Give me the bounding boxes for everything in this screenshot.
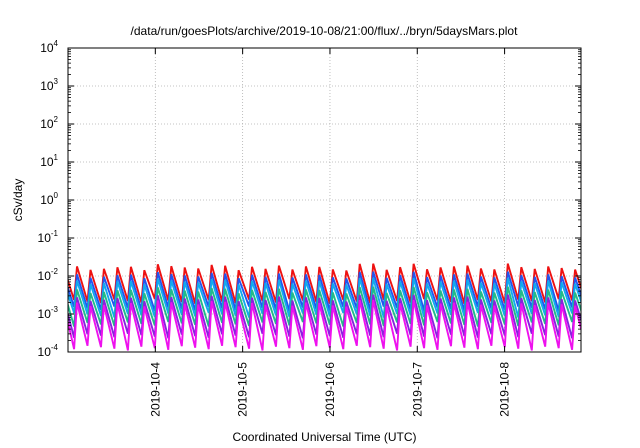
y-tick-label: 100 bbox=[40, 191, 58, 207]
axis-ticks: 10-4 10-3 10-2 10-1 100 101 102 103 104 2019-10-4… bbox=[38, 39, 581, 417]
y-tick-label: 10-1 bbox=[38, 229, 59, 245]
y-tick-label: 104 bbox=[40, 39, 58, 55]
x-axis-label: Coordinated Universal Time (UTC) bbox=[232, 430, 416, 444]
x-tick-label: 2019-10-4 bbox=[148, 362, 162, 417]
x-tick-label: 2019-10-8 bbox=[498, 362, 512, 417]
y-tick-label: 10-4 bbox=[38, 343, 59, 359]
series-line bbox=[68, 286, 581, 327]
y-tick-label: 10-2 bbox=[38, 267, 59, 283]
x-tick-label: 2019-10-5 bbox=[236, 362, 250, 417]
series-line bbox=[68, 294, 581, 339]
series-line bbox=[68, 263, 581, 304]
y-tick-label: 10-3 bbox=[38, 305, 59, 321]
series-layer bbox=[68, 263, 581, 351]
y-tick-label: 101 bbox=[40, 153, 58, 169]
x-tick-label: 2019-10-7 bbox=[410, 362, 424, 417]
y-tick-label: 103 bbox=[40, 77, 58, 93]
series-line bbox=[68, 299, 581, 351]
y-axis-label: cSv/day bbox=[11, 179, 25, 222]
x-tick-label: 2019-10-6 bbox=[323, 362, 337, 417]
series-line bbox=[68, 271, 581, 312]
series-line bbox=[68, 277, 581, 318]
y-tick-label: 102 bbox=[40, 115, 58, 131]
chart-title: /data/run/goesPlots/archive/2019-10-08/2… bbox=[131, 24, 519, 38]
